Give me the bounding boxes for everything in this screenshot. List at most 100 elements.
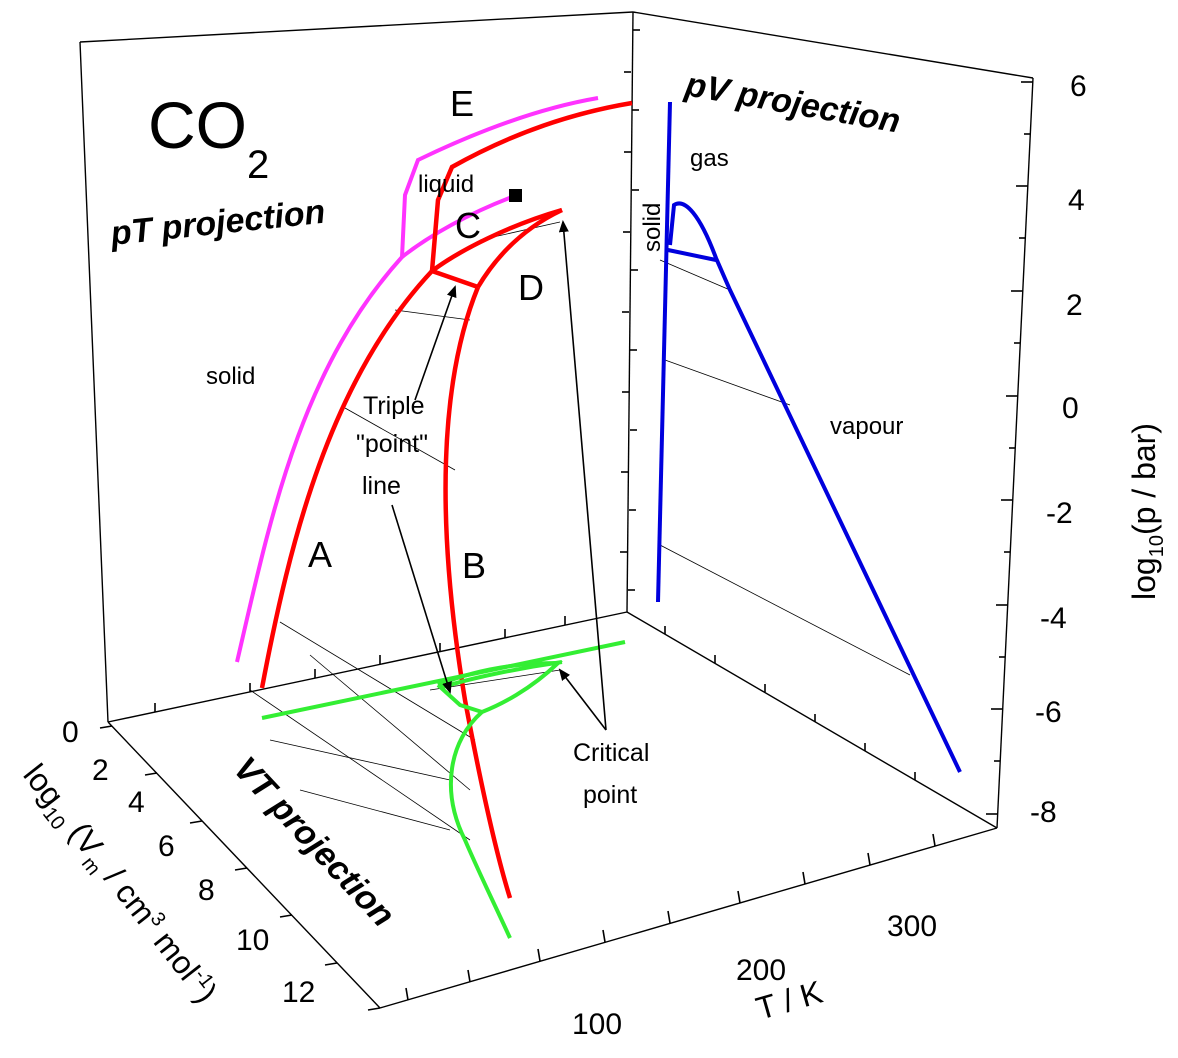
compound-main: CO (148, 88, 247, 162)
t-tick (602, 929, 606, 943)
t-tick (467, 969, 471, 983)
p-tick-label: -6 (1035, 696, 1062, 729)
v-tick-label: 10 (236, 924, 269, 957)
floor-right-edge (626, 611, 998, 829)
triple-annotation-line-2: "point" (356, 430, 428, 458)
p-axis-title: log10(p / bar) (1126, 423, 1168, 600)
v-tick (189, 820, 203, 824)
v-tick-label: 2 (92, 754, 109, 787)
t-tick-label: 300 (887, 910, 937, 943)
box-frame (79, 11, 1034, 1009)
v-tick-label: 12 (282, 976, 315, 1009)
v-tick-label: 6 (158, 830, 175, 863)
triple-annotation-line-1: Triple (363, 392, 425, 420)
tie-line (249, 689, 471, 841)
vt-curves (261, 640, 626, 939)
tie-line (309, 654, 471, 791)
p-tick-label: -4 (1040, 602, 1067, 635)
vt-projection-label: VT projection (226, 750, 402, 935)
v-axis-line (107, 721, 381, 1009)
red-curve-top (430, 207, 563, 273)
p-tick-label: 6 (1070, 70, 1087, 103)
t-tick (932, 833, 936, 847)
v-title-log: log (16, 757, 71, 813)
tie-lines (249, 221, 911, 841)
v-tick-label: 0 (62, 716, 79, 749)
tie-line (299, 789, 451, 831)
back-left-vertical (79, 41, 109, 723)
red-curve-a (259, 269, 434, 689)
critical-annotation-line-2: point (583, 781, 637, 809)
p-title-sub: 10 (1146, 535, 1168, 557)
critical-annotation-line-1: Critical (573, 739, 649, 767)
critical-point-marker (509, 189, 522, 202)
red-curve-c (431, 268, 479, 290)
p-tick-label: -2 (1046, 497, 1073, 530)
compound-subscript: 2 (247, 143, 269, 187)
t-tick (737, 890, 741, 904)
v-tick (324, 962, 338, 966)
right-top-edge (632, 11, 1034, 79)
liquid-label: liquid (418, 171, 474, 198)
v-tick (367, 1007, 381, 1011)
p-tick-label: -8 (1030, 796, 1057, 829)
solid-pt-label: solid (206, 363, 255, 390)
p-axis-line (996, 77, 1034, 829)
tie-line (659, 544, 911, 676)
annotation-arrows (391, 220, 607, 731)
t-tick (867, 852, 871, 866)
green-dome (437, 660, 563, 939)
tie-line (279, 621, 476, 741)
solid-pv-label: solid (639, 203, 666, 252)
v-tick (279, 914, 293, 918)
p-tick-labels: 6 4 2 0 -2 -4 -6 -8 (1030, 70, 1087, 829)
tie-line (664, 359, 791, 406)
p-title-rest: (p / bar) (1126, 423, 1162, 535)
v-tick-label: 8 (198, 874, 215, 907)
compound-label: CO2 (148, 88, 269, 187)
p-tick-label: 4 (1068, 184, 1085, 217)
gas-label: gas (690, 145, 729, 172)
p-title-log: log (1126, 557, 1162, 600)
back-top-edge (79, 11, 634, 43)
curve-label-d: D (518, 267, 544, 308)
back-corner-vertical (626, 11, 634, 613)
pt-projection-label: pT projection (108, 193, 327, 253)
red-curve-e (429, 100, 633, 272)
pv-curves (656, 101, 962, 773)
curve-label-b: B (462, 545, 486, 586)
green-triple-line (436, 683, 483, 714)
critical-arrow-up (558, 220, 607, 731)
v-tick (144, 772, 158, 776)
curve-label-e: E (450, 83, 474, 124)
blue-dome (668, 201, 962, 773)
triple-arrow-down (391, 504, 452, 694)
t-tick (405, 987, 409, 1001)
floor-back-edge (107, 611, 628, 723)
v-axis-title: log10 (Vm / cm3 mol-1) (12, 757, 225, 1013)
tie-line (344, 407, 456, 471)
t-tick (667, 910, 671, 924)
tie-line (394, 309, 471, 321)
green-main-line (261, 640, 626, 720)
t-tick-label: 100 (572, 1008, 622, 1041)
tie-line (269, 739, 451, 781)
t-tick-labels: 100 200 300 (572, 910, 937, 1041)
v-tick-labels: 0 2 4 6 8 10 12 (62, 716, 315, 1009)
curve-label-a: A (308, 534, 332, 575)
t-tick-label: 200 (736, 954, 786, 987)
blue-solid-line (656, 101, 672, 603)
p-tick-label: 0 (1062, 392, 1079, 425)
vapour-label: vapour (830, 413, 903, 440)
pv-projection-label: pV projection (682, 65, 904, 140)
triple-arrow-up (414, 285, 457, 401)
t-axis-line (379, 827, 998, 1009)
red-curve-b (443, 286, 513, 899)
blue-triple-line (667, 248, 717, 262)
t-tick (537, 948, 541, 962)
axis-ticks (99, 29, 1033, 1011)
t-tick (802, 871, 806, 885)
v-tick (99, 725, 113, 729)
v-tick-label: 4 (128, 786, 145, 819)
